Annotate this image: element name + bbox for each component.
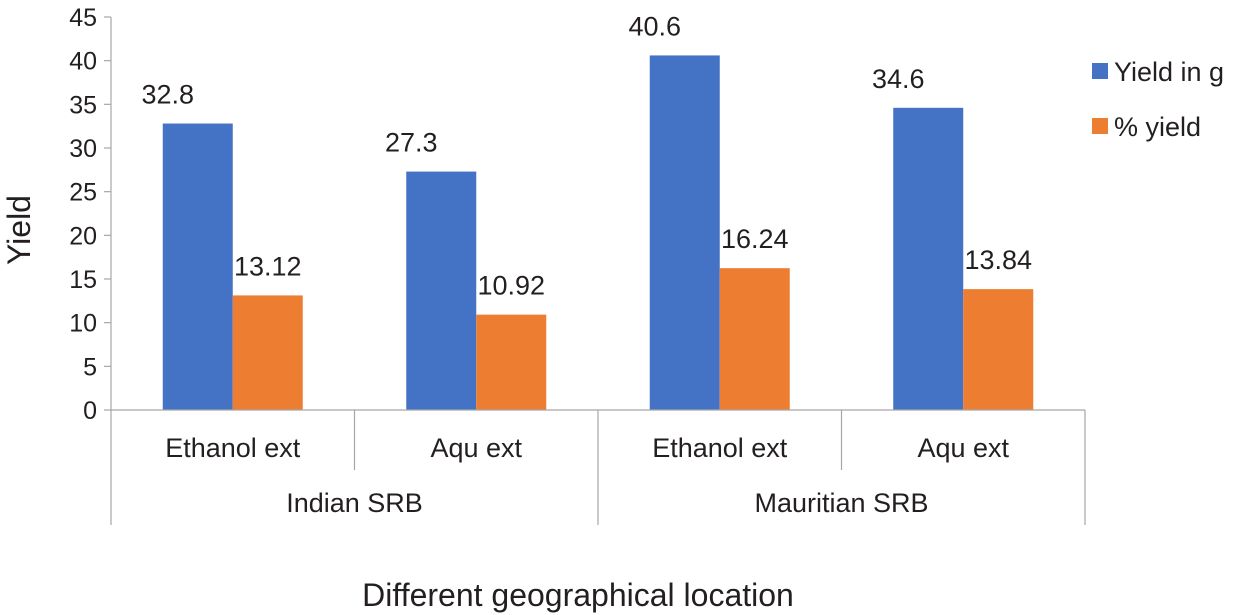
category-label: Aqu ext bbox=[917, 433, 1009, 463]
bar-yield bbox=[719, 268, 790, 410]
legend: Yield in g % yield bbox=[1092, 57, 1224, 142]
data-label: 40.6 bbox=[628, 11, 681, 41]
data-label: 32.8 bbox=[141, 80, 194, 110]
bar-yield-in-g bbox=[893, 107, 964, 411]
category-label: Aqu ext bbox=[430, 433, 522, 463]
bar-yield-in-g bbox=[162, 123, 233, 411]
category-label: Ethanol ext bbox=[652, 433, 788, 463]
y-tick-label: 45 bbox=[69, 4, 97, 32]
legend-label: % yield bbox=[1114, 112, 1201, 142]
data-label: 13.84 bbox=[964, 245, 1032, 275]
y-tick-label: 5 bbox=[83, 353, 97, 381]
y-tick-label: 30 bbox=[69, 135, 97, 163]
category-label: Ethanol ext bbox=[165, 433, 301, 463]
data-labels: 32.8 13.12 27.3 10.92 40.6 16.24 34.6 13.84 bbox=[141, 11, 1032, 300]
data-label: 34.6 bbox=[872, 64, 925, 94]
bar-yield-in-g bbox=[406, 171, 477, 410]
y-tick-label: 15 bbox=[69, 266, 97, 294]
bar-yield bbox=[963, 289, 1034, 410]
group-label: Mauritian SRB bbox=[754, 488, 928, 518]
data-label: 13.12 bbox=[234, 251, 302, 281]
y-tick-label: 25 bbox=[69, 179, 97, 207]
legend-label: Yield in g bbox=[1114, 57, 1224, 87]
bar-yield-in-g bbox=[649, 55, 720, 410]
y-tick-label: 10 bbox=[69, 310, 97, 338]
category-labels: Ethanol ext Aqu ext Ethanol ext Aqu extIndi… bbox=[165, 433, 1009, 518]
y-axis-ticks: 0 5 10 15 20 25 30 35 40 45 bbox=[69, 4, 111, 425]
data-label: 16.24 bbox=[721, 224, 789, 254]
bar-yield bbox=[232, 295, 303, 410]
bar-yield bbox=[476, 314, 547, 410]
y-axis-title: Yield bbox=[1, 195, 37, 265]
axes bbox=[110, 17, 1086, 525]
y-tick-label: 40 bbox=[69, 48, 97, 76]
legend-swatch bbox=[1092, 63, 1108, 79]
legend-swatch bbox=[1092, 118, 1108, 134]
y-tick-label: 20 bbox=[69, 222, 97, 250]
y-tick-label: 35 bbox=[69, 91, 97, 119]
group-label: Indian SRB bbox=[286, 488, 423, 518]
y-tick-label: 0 bbox=[83, 397, 97, 425]
data-label: 27.3 bbox=[385, 128, 438, 158]
data-label: 10.92 bbox=[477, 271, 545, 301]
x-axis-title: Different geographical location bbox=[362, 577, 794, 613]
bars bbox=[162, 55, 1034, 411]
